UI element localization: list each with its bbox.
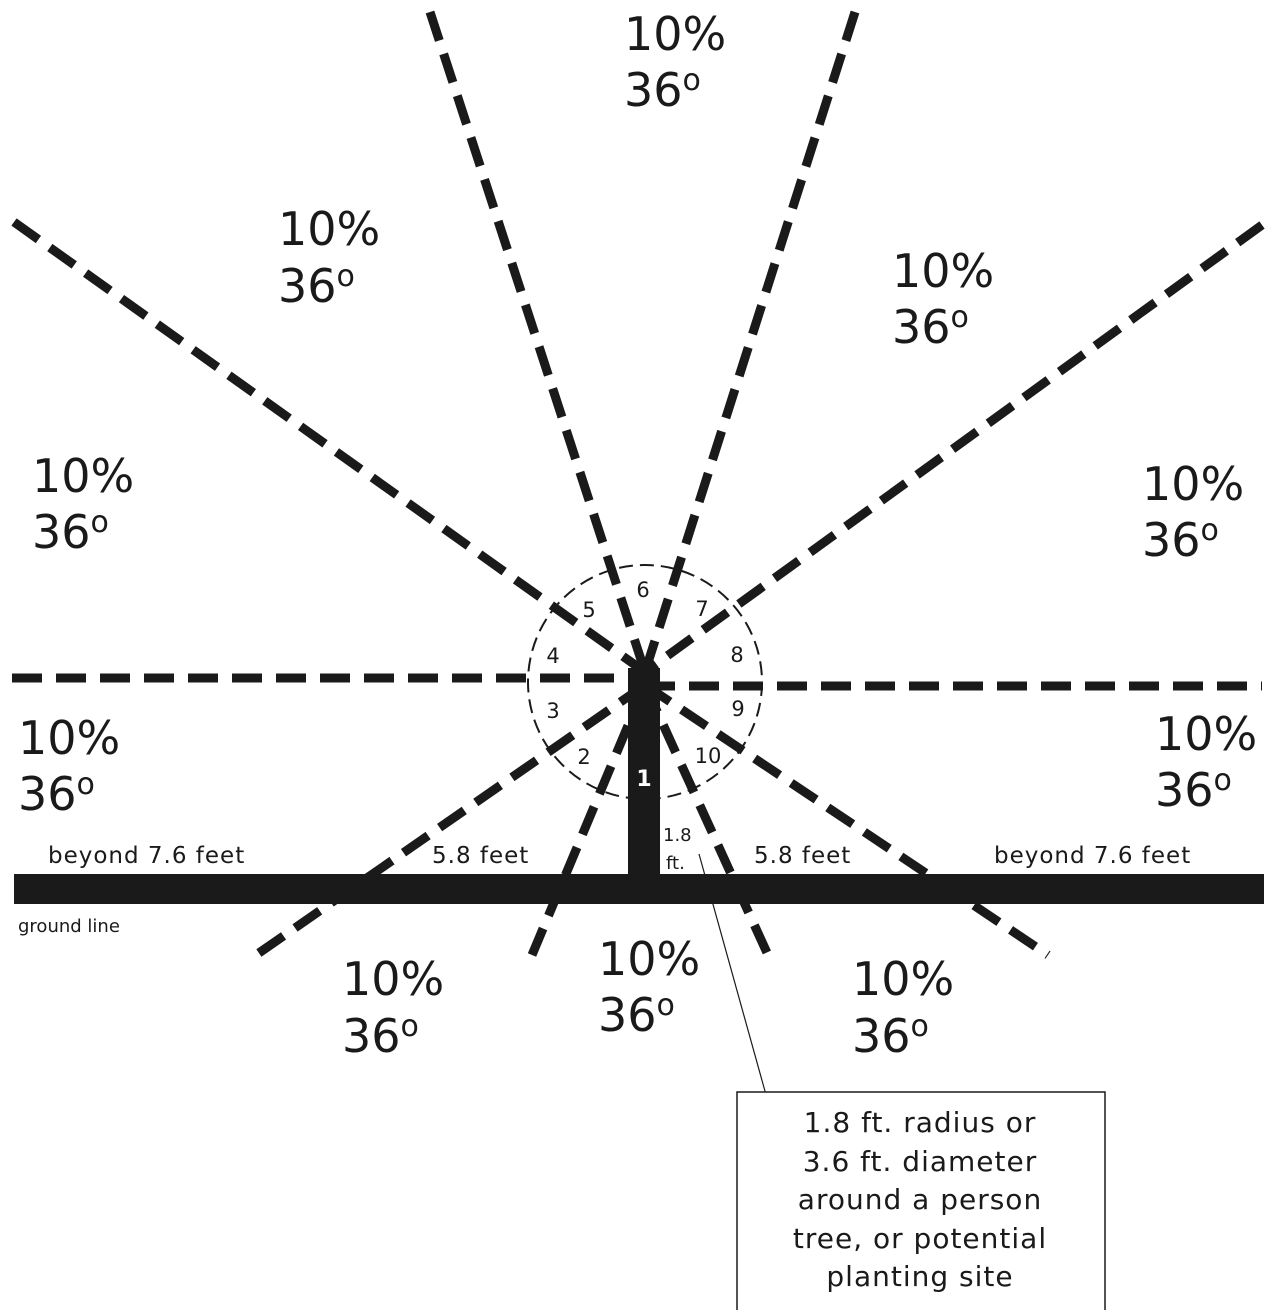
trunk-radius-unit: ft. — [666, 853, 685, 874]
sector-label-lower-left: 10% 36o — [18, 711, 120, 821]
degree-mark: o — [657, 988, 675, 1023]
distance-near-left: 5.8 feet — [432, 843, 529, 869]
note-line-3: around a person — [798, 1183, 1042, 1216]
note-line-2: 3.6 ft. diameter — [803, 1145, 1038, 1178]
sector-angle: 36o — [892, 300, 969, 354]
tree-trunk-top — [628, 663, 660, 690]
sector-percent: 10% — [598, 932, 700, 986]
trunk-radius-value: 1.8 — [663, 825, 692, 846]
note-line-5: planting site — [826, 1260, 1013, 1293]
ground-line-bar — [14, 874, 1264, 904]
sector-percent: 10% — [278, 202, 380, 256]
sector-line-upper-left — [11, 218, 648, 676]
sector-percent: 10% — [852, 952, 954, 1006]
degree-mark: o — [1214, 763, 1232, 798]
trunk-sector-number: 1 — [636, 767, 651, 792]
degree-mark: o — [401, 1009, 419, 1044]
distance-near-right: 5.8 feet — [754, 843, 851, 869]
degree-mark: o — [1201, 513, 1219, 548]
sector-angle: 36o — [342, 1009, 419, 1063]
sector-line-lower-right — [642, 681, 1051, 959]
sector-line-vertical-right — [640, 10, 860, 674]
sector-percent: 10% — [32, 449, 134, 503]
sector-percent: 10% — [342, 952, 444, 1006]
sector-label-lower-right: 10% 36o — [1155, 707, 1257, 817]
note-line-4: tree, or potential — [793, 1222, 1047, 1255]
degree-mark: o — [91, 505, 109, 540]
degree-mark: o — [911, 1009, 929, 1044]
sector-label-top: 10% 36o — [624, 7, 726, 117]
sector-angle: 36o — [278, 259, 355, 313]
sector-lines — [11, 10, 1265, 959]
distance-far-right: beyond 7.6 feet — [994, 843, 1191, 869]
sector-number-6: 6 — [636, 578, 649, 602]
sector-label-upper-left: 10% 36o — [278, 202, 380, 313]
sector-label-bottom-left: 10% 36o — [342, 952, 444, 1063]
sector-angle: 36o — [1142, 513, 1219, 567]
sector-line-lower-left — [253, 681, 648, 959]
sector-label-left: 10% 36o — [32, 449, 134, 559]
sector-label-right: 10% 36o — [1142, 457, 1244, 567]
tree-trunk — [628, 668, 660, 878]
sector-number-2: 2 — [577, 745, 590, 769]
sector-number-8: 8 — [730, 643, 743, 667]
sector-line-lower-center-right — [640, 683, 773, 957]
note-leader-line — [698, 853, 769, 1103]
sector-label-bottom-center: 10% 36o — [598, 932, 700, 1042]
sector-angle: 36o — [32, 505, 109, 559]
sector-circle — [527, 564, 763, 800]
ground-line-label: ground line — [18, 916, 120, 937]
degree-mark: o — [683, 63, 701, 98]
sector-percent: 10% — [624, 7, 726, 61]
sector-number-4: 4 — [546, 644, 559, 668]
sector-angle: 36o — [852, 1009, 929, 1063]
sector-label-upper-right: 10% 36o — [892, 244, 994, 354]
sector-number-10: 10 — [695, 744, 722, 768]
sector-number-3: 3 — [546, 699, 559, 723]
sector-percent: 10% — [18, 711, 120, 765]
sector-number-9: 9 — [731, 697, 744, 721]
sector-percent: 10% — [1155, 707, 1257, 761]
sector-angle: 36o — [18, 767, 95, 821]
sector-percent: 10% — [1142, 457, 1244, 511]
sector-angle: 36o — [624, 63, 701, 117]
degree-mark: o — [951, 300, 969, 335]
sector-line-upper-right — [642, 221, 1265, 676]
sector-angle: 36o — [1155, 763, 1232, 817]
sector-label-bottom-right: 10% 36o — [852, 952, 954, 1063]
degree-mark: o — [337, 259, 355, 294]
sector-line-lower-center-left — [527, 683, 650, 957]
degree-mark: o — [77, 767, 95, 802]
sector-percent: 10% — [892, 244, 994, 298]
distance-far-left: beyond 7.6 feet — [48, 843, 245, 869]
sector-number-5: 5 — [582, 598, 595, 622]
sector-angle: 36o — [598, 988, 675, 1042]
sector-line-vertical-left — [425, 10, 650, 674]
note-box — [736, 1091, 1106, 1310]
note-line-1: 1.8 ft. radius or — [804, 1106, 1037, 1139]
sector-number-7: 7 — [695, 597, 708, 621]
